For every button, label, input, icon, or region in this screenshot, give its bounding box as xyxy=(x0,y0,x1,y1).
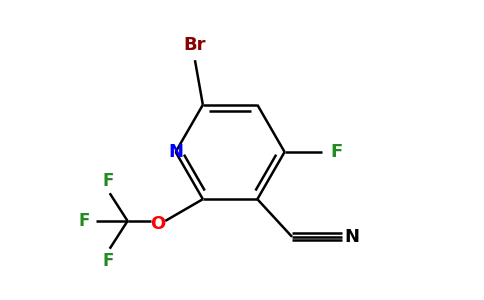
Text: F: F xyxy=(102,172,113,190)
Text: N: N xyxy=(168,143,183,161)
Text: F: F xyxy=(102,252,113,270)
Text: F: F xyxy=(78,212,90,230)
Text: Br: Br xyxy=(184,36,206,54)
Text: F: F xyxy=(330,143,342,161)
Text: O: O xyxy=(150,215,165,233)
Text: N: N xyxy=(344,228,359,246)
